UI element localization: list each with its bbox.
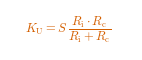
Text: $K_{\mathrm{U}} = S\ \dfrac{R_{\mathrm{i}} \cdot R_{\mathrm{c}}}{R_{\mathrm{i}} : $K_{\mathrm{U}} = S\ \dfrac{R_{\mathrm{i…	[25, 15, 111, 45]
